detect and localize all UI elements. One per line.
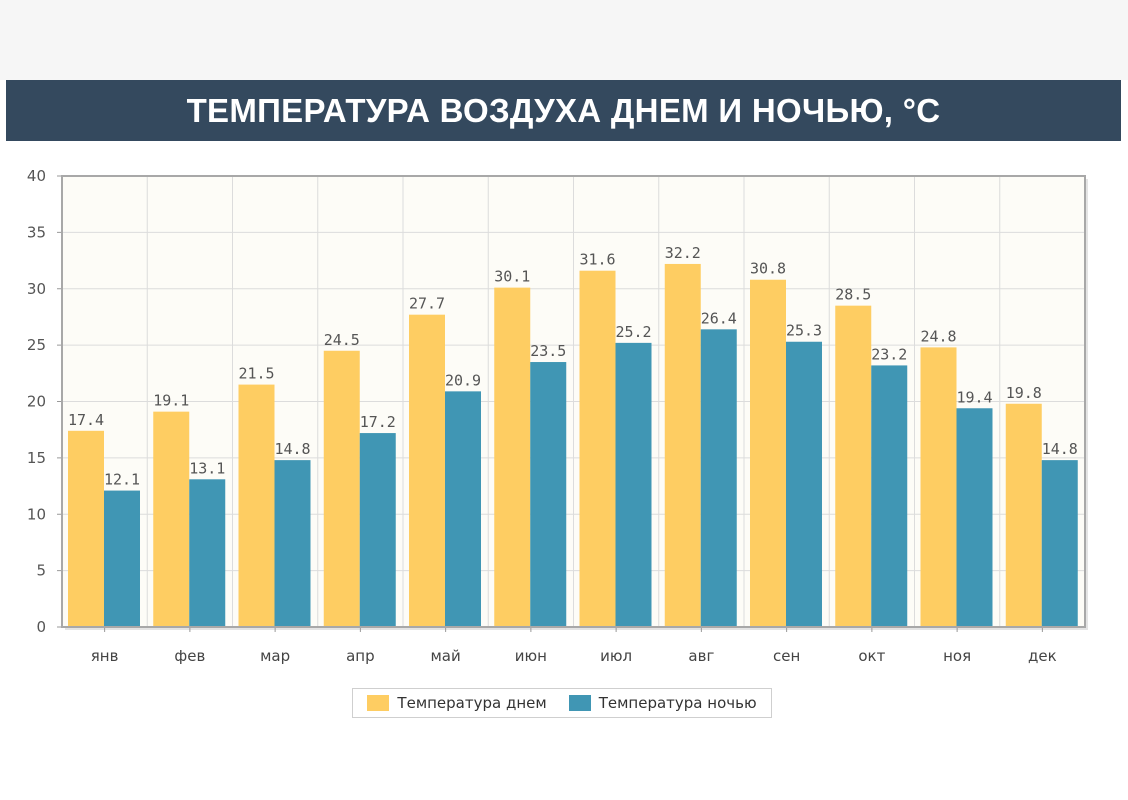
y-tick-label: 5 <box>36 562 46 580</box>
bar-night-4 <box>359 433 396 627</box>
data-label-day-1: 17.4 <box>68 411 104 429</box>
bar-day-8 <box>664 263 701 627</box>
x-category-label: ноя <box>943 647 971 665</box>
data-label-night-3: 14.8 <box>274 440 310 458</box>
data-label-day-7: 31.6 <box>579 251 615 269</box>
plot-border <box>61 175 1086 628</box>
bar-day-2 <box>153 411 190 627</box>
bar-night-11 <box>956 408 993 627</box>
data-label-day-2: 19.1 <box>153 392 189 410</box>
data-label-night-12: 14.8 <box>1042 440 1078 458</box>
x-category-label: авг <box>688 647 714 665</box>
y-tick-label: 0 <box>36 618 46 636</box>
top-background <box>0 0 1128 80</box>
legend-item-night[interactable]: Температура ночью <box>568 694 757 712</box>
data-label-night-4: 17.2 <box>360 413 396 431</box>
x-category-label: сен <box>773 647 800 665</box>
legend-label-day: Температура днем <box>397 694 547 712</box>
bar-day-11 <box>920 347 957 627</box>
data-label-day-5: 27.7 <box>409 295 445 313</box>
bar-night-5 <box>445 391 481 627</box>
title-bar: ТЕМПЕРАТУРА ВОЗДУХА ДНЕМ И НОЧЬЮ, °C <box>6 80 1121 141</box>
chart-title: ТЕМПЕРАТУРА ВОЗДУХА ДНЕМ И НОЧЬЮ, °C <box>186 91 941 129</box>
data-label-day-3: 21.5 <box>238 365 274 383</box>
y-tick-label: 35 <box>27 223 46 241</box>
bar-day-9 <box>750 279 786 627</box>
legend-swatch-day <box>367 695 390 711</box>
data-label-day-6: 30.1 <box>494 268 530 286</box>
y-tick-label: 40 <box>27 167 46 185</box>
data-label-day-10: 28.5 <box>835 286 871 304</box>
bar-night-9 <box>786 341 822 627</box>
x-category-label: окт <box>858 647 885 665</box>
data-label-day-8: 32.2 <box>665 244 701 262</box>
data-label-day-9: 30.8 <box>750 260 786 278</box>
bar-night-12 <box>1041 460 1078 627</box>
data-label-night-2: 13.1 <box>189 459 225 477</box>
y-tick-label: 20 <box>27 393 46 411</box>
x-category-label: апр <box>346 647 375 665</box>
data-label-night-6: 23.5 <box>530 342 566 360</box>
legend-swatch-night <box>568 695 591 711</box>
data-label-day-12: 19.8 <box>1006 384 1042 402</box>
x-category-label: июл <box>600 647 632 665</box>
bar-day-6 <box>494 287 531 627</box>
y-tick-label: 10 <box>27 505 46 523</box>
x-category-label: янв <box>91 647 119 665</box>
y-tick-label: 30 <box>27 280 46 298</box>
bar-day-10 <box>835 305 872 627</box>
bar-night-3 <box>274 460 311 627</box>
data-label-night-1: 12.1 <box>104 471 140 489</box>
data-label-night-5: 20.9 <box>445 371 481 389</box>
bar-day-3 <box>238 384 275 627</box>
data-label-night-7: 25.2 <box>615 323 651 341</box>
legend-label-night: Температура ночью <box>598 694 757 712</box>
bar-night-7 <box>615 342 652 627</box>
x-category-label: июн <box>515 647 547 665</box>
data-label-night-11: 19.4 <box>956 388 992 406</box>
x-category-label: дек <box>1028 647 1057 665</box>
x-category-label: фев <box>174 647 205 665</box>
data-label-night-10: 23.2 <box>871 345 907 363</box>
legend-item-day[interactable]: Температура днем <box>367 694 547 712</box>
bar-day-4 <box>323 350 360 627</box>
y-tick-label: 15 <box>27 449 46 467</box>
x-category-label: мар <box>260 647 290 665</box>
bar-night-8 <box>700 329 737 627</box>
y-tick-label: 25 <box>27 336 46 354</box>
data-label-day-11: 24.8 <box>920 327 956 345</box>
data-label-day-4: 24.5 <box>324 331 360 349</box>
bar-day-12 <box>1005 403 1042 627</box>
bar-night-2 <box>189 479 226 627</box>
data-label-night-8: 26.4 <box>701 309 737 327</box>
bar-day-5 <box>409 314 445 627</box>
bar-night-10 <box>871 365 908 627</box>
bar-night-1 <box>104 490 140 627</box>
bar-day-1 <box>68 430 104 627</box>
legend[interactable]: Температура днем Температура ночью <box>352 688 772 718</box>
data-label-night-9: 25.3 <box>786 322 822 340</box>
bar-day-7 <box>579 270 616 627</box>
x-category-label: май <box>430 647 460 665</box>
bar-night-6 <box>530 362 567 627</box>
